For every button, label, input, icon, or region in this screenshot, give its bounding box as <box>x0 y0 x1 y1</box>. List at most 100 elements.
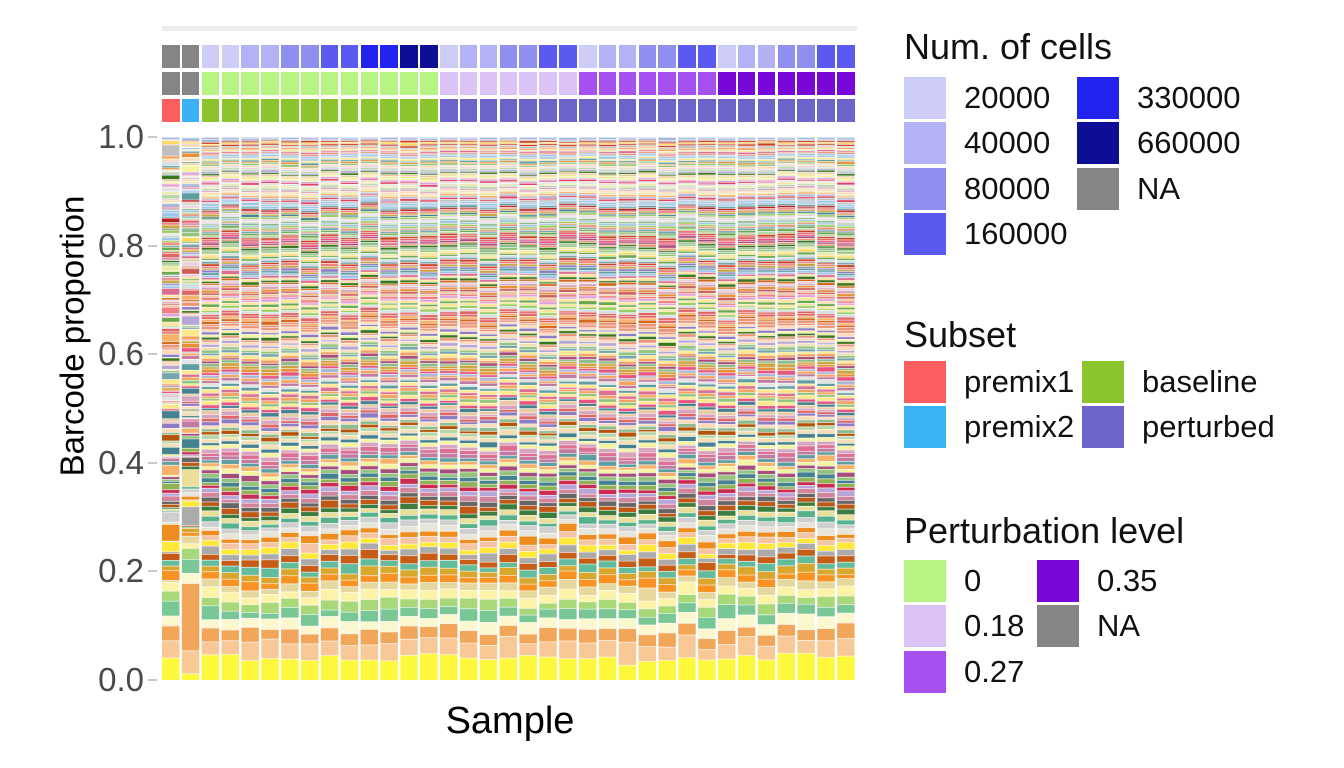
annotation-cell-num_cells <box>241 45 259 68</box>
annotation-cell-subset <box>261 99 279 122</box>
legend-key-swatch <box>1082 406 1124 449</box>
legend-key-swatch <box>904 650 946 693</box>
legend-key-swatch <box>1077 122 1119 165</box>
annotation-cell-subset <box>221 99 240 122</box>
legend-key-label: 660000 <box>1137 125 1241 161</box>
annotation-track-num-cells <box>162 45 857 68</box>
annotation-cell-subset <box>201 99 220 122</box>
annotation-cell-perturbation <box>757 72 776 95</box>
legend-key-swatch <box>904 406 946 449</box>
annotation-cell-perturbation <box>221 72 240 95</box>
annotation-cell-perturbation <box>817 72 835 95</box>
y-tick-label: 0.8 <box>98 226 144 264</box>
legend-key-label: baseline <box>1142 364 1258 399</box>
legend-key-swatch <box>904 167 946 210</box>
annotation-cell-subset <box>320 99 339 122</box>
annotation-cell-perturbation <box>479 72 498 95</box>
y-tick-mark <box>148 136 157 138</box>
annotation-cell-num_cells <box>678 45 696 68</box>
annotation-cell-num_cells <box>658 45 676 68</box>
annotation-cell-subset <box>162 99 180 122</box>
y-tick-label: 0.2 <box>98 552 144 590</box>
annotation-cell-perturbation <box>281 72 299 95</box>
y-tick-mark <box>148 461 157 464</box>
barcode-stacked-bars <box>162 137 857 680</box>
annotation-cell-subset <box>479 99 498 122</box>
annotation-cell-subset <box>380 99 398 122</box>
annotation-cell-subset <box>241 99 259 122</box>
legend-key-label: 40000 <box>964 125 1051 161</box>
annotation-cell-perturbation <box>618 72 637 95</box>
annotation-cell-num_cells <box>499 45 518 68</box>
annotation-cell-perturbation <box>440 72 458 95</box>
legend-key-label: 0 <box>964 563 982 598</box>
legend-key-label: 0.35 <box>1097 563 1158 598</box>
annotation-cell-perturbation <box>777 72 796 95</box>
annotation-cell-subset <box>181 99 200 122</box>
annotation-cell-perturbation <box>380 72 398 95</box>
legend-key-swatch <box>1037 560 1079 602</box>
annotation-cell-perturbation <box>241 72 259 95</box>
annotation-cell-perturbation <box>539 72 557 95</box>
annotation-cell-subset <box>698 99 716 122</box>
annotation-track-subset <box>162 99 857 122</box>
annotation-cell-num_cells <box>797 45 815 68</box>
annotation-cell-perturbation <box>737 72 756 95</box>
annotation-cell-num_cells <box>837 45 855 68</box>
annotation-cell-perturbation <box>559 72 577 95</box>
legend-key-swatch <box>904 122 946 165</box>
annotation-cell-perturbation <box>837 72 855 95</box>
annotation-cell-subset <box>797 99 815 122</box>
annotation-cell-num_cells <box>181 45 200 68</box>
annotation-cell-subset <box>301 99 319 122</box>
annotation-cell-num_cells <box>718 45 736 68</box>
annotation-cell-subset <box>718 99 736 122</box>
legend-key-label: premix1 <box>964 364 1075 399</box>
legend-key-swatch <box>1077 167 1119 210</box>
legend-key-label: 160000 <box>964 215 1068 251</box>
y-tick-mark <box>148 353 157 356</box>
annotation-cell-perturbation <box>718 72 736 95</box>
legend-title: Num. of cells <box>904 26 1113 67</box>
legend-key-label: 0.18 <box>964 608 1025 644</box>
legend-key-label: NA <box>1097 608 1141 644</box>
annotation-cell-subset <box>559 99 577 122</box>
annotation-cell-subset <box>658 99 676 122</box>
legend-key-swatch <box>904 77 946 119</box>
legend-key-swatch <box>1077 77 1119 119</box>
legend-key-label: premix2 <box>964 409 1075 445</box>
annotation-cell-num_cells <box>201 45 220 68</box>
annotation-cell-subset <box>757 99 776 122</box>
annotation-cell-subset <box>737 99 756 122</box>
annotation-cell-perturbation <box>400 72 418 95</box>
annotation-cell-num_cells <box>539 45 557 68</box>
top-strip <box>162 26 857 31</box>
legend-key-label: perturbed <box>1142 409 1275 445</box>
legend-title: Subset <box>904 314 1017 355</box>
annotation-cell-subset <box>459 99 478 122</box>
annotation-cell-num_cells <box>261 45 279 68</box>
y-tick-mark <box>148 679 157 681</box>
annotation-cell-perturbation <box>420 72 438 95</box>
annotation-cell-perturbation <box>598 72 617 95</box>
annotation-cell-perturbation <box>360 72 379 95</box>
annotation-cell-num_cells <box>400 45 418 68</box>
annotation-cell-num_cells <box>380 45 398 68</box>
annotation-cell-subset <box>638 99 657 122</box>
annotation-cell-num_cells <box>519 45 537 68</box>
annotation-cell-num_cells <box>459 45 478 68</box>
y-tick-label: 0.0 <box>98 661 144 698</box>
legend-key-label: 20000 <box>964 80 1051 115</box>
annotation-cell-perturbation <box>678 72 696 95</box>
annotation-cell-num_cells <box>737 45 756 68</box>
legend-key-swatch <box>904 212 946 255</box>
annotation-cell-subset <box>837 99 855 122</box>
annotation-cell-num_cells <box>340 45 359 68</box>
annotation-cell-subset <box>579 99 597 122</box>
annotation-cell-subset <box>817 99 835 122</box>
legend-key-label: 80000 <box>964 170 1051 206</box>
y-tick-mark <box>148 244 157 247</box>
annotation-cell-subset <box>519 99 537 122</box>
y-tick-label: 1.0 <box>98 118 144 155</box>
